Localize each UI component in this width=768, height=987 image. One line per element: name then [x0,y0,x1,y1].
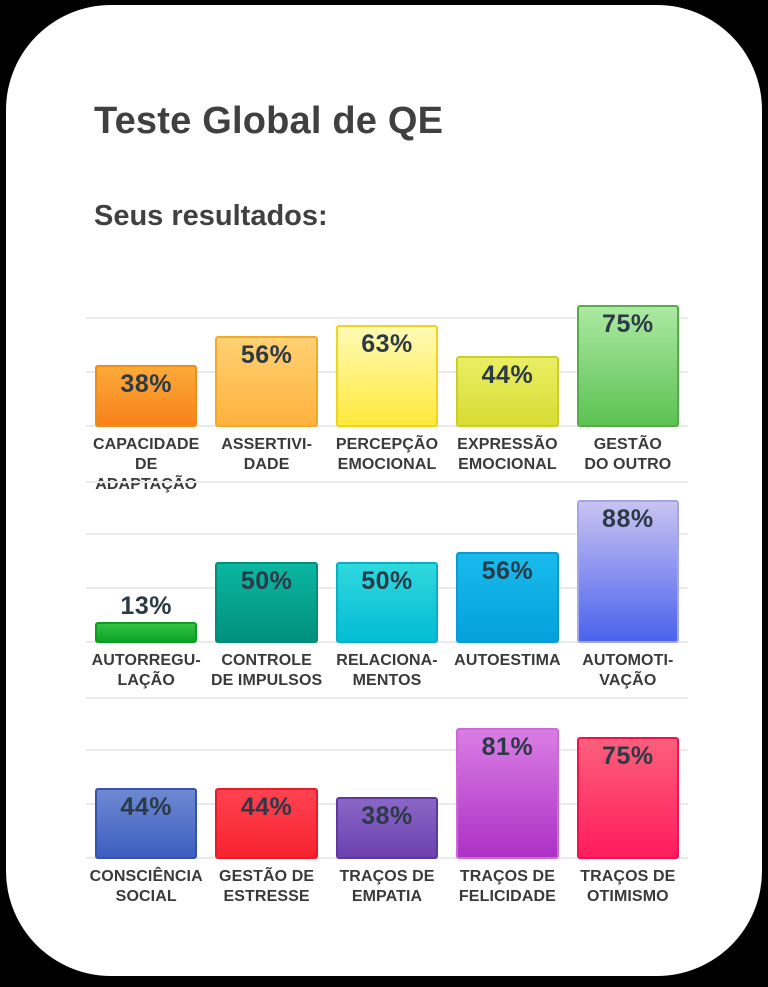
bar: 50% [215,561,318,643]
category-label: RELACIONA- MENTOS [336,651,438,689]
bar-value-label: 44% [240,792,293,821]
bar-column: 75% [568,265,688,427]
category-label: TRAÇOS DE EMPATIA [339,867,435,905]
chart-row-1: 38% 56% 63% 44% 75% [86,265,688,427]
bar-column: 81% [447,697,567,859]
bar: 56% [456,551,559,643]
chart-row-2: 13% 50% 50% 56% 88% [86,480,688,643]
category-label: AUTOESTIMA [454,651,561,669]
bar-columns: 38% 56% 63% 44% 75% [86,265,688,427]
bar: 44% [456,355,559,427]
bar-value-label: 75% [602,741,654,770]
category-label: TRAÇOS DE FELICIDADE [458,867,556,905]
category-label: GESTÃO DO OUTRO [584,435,672,473]
bar-value-label: 75% [602,309,654,338]
category-label: CONTROLE DE IMPULSOS [210,651,323,689]
bar-column: 50% [206,481,326,643]
category-label: ASSERTIVI- DADE [221,435,312,473]
bar: 56% [215,335,318,427]
bar-value-label: 50% [240,566,293,595]
category-label: CAPACIDADE DE ADAPTAÇÃO [92,435,200,494]
category-label: EXPRESSÃO EMOCIONAL [457,435,558,473]
category-label: AUTOMOTI- VAÇÃO [582,651,674,689]
bar-value-label: 81% [481,732,534,761]
bar-column: 38% [327,697,447,859]
bar-value-label: 44% [120,792,172,821]
bar-value-label: 38% [120,369,172,398]
bar: 38% [335,796,439,859]
bar: 88% [576,499,679,643]
bar: 44% [95,787,198,859]
bar-column: 44% [447,265,567,427]
bar-value-label: 63% [361,329,413,358]
bar-value-label: 88% [602,504,654,533]
bar: 75% [576,736,679,859]
gridline [86,480,688,483]
chart-row-3: 44% 44% 38% 81% 75% [86,696,688,859]
bar-column: 56% [447,481,567,643]
bar-value-label: 38% [361,801,413,830]
bar: 81% [456,727,559,859]
bar-column: 13% [86,481,206,643]
bar-value-label: 50% [361,566,413,595]
bar-column: 50% [327,481,447,643]
category-label: TRAÇOS DE OTIMISMO [580,867,676,905]
category-labels-row-1: CAPACIDADE DE ADAPTAÇÃO ASSERTIVI- DADE PE… [86,435,688,494]
bar-columns: 44% 44% 38% 81% 75% [86,697,688,859]
category-label: PERCEPÇÃO EMOCIONAL [335,435,439,473]
category-label: AUTORREGU- LAÇÃO [91,651,201,689]
category-labels-row-2: AUTORREGU- LAÇÃO CONTROLE DE IMPULSOS RELA… [86,651,688,697]
bar-column: 88% [568,481,688,643]
bar-value-label: 44% [481,360,534,389]
gridline [86,696,688,699]
bar: 38% [95,364,198,427]
bar-value-label: 56% [481,556,534,585]
bar: 75% [576,304,679,427]
bar: 44% [215,787,318,859]
gridline [86,316,688,319]
bar-charts-container: 38% 56% 63% 44% 75% CAPACIDADE DE ADAPTAÇÃO AS… [86,265,688,913]
card-content: Teste Global de QE Seus resultados: 38% 5… [6,5,762,913]
bar-column: 38% [86,265,206,427]
bar-column: 56% [206,265,326,427]
page-title: Teste Global de QE [94,100,444,142]
bar-columns: 13% 50% 50% 56% 88% [86,481,688,643]
bar-value-label: 56% [240,340,293,369]
gridline [86,532,688,535]
bar-column: 63% [327,265,447,427]
bar: 63% [335,324,439,427]
results-subtitle: Seus resultados: [94,199,328,232]
bar: 50% [335,561,439,643]
bar-column: 75% [568,697,688,859]
bar: 13% [95,592,198,643]
category-label: GESTÃO DE ESTRESSE [219,867,315,905]
bar-column: 44% [206,697,326,859]
category-labels-row-3: CONSCIÊNCIA SOCIAL GESTÃO DE ESTRESSE TRAÇ… [86,867,688,913]
gridline [86,748,688,751]
bar-column: 44% [86,697,206,859]
category-label: CONSCIÊNCIA SOCIAL [89,867,203,905]
bar-value-label: 13% [120,591,172,620]
results-card: Teste Global de QE Seus resultados: 38% 5… [6,5,762,976]
